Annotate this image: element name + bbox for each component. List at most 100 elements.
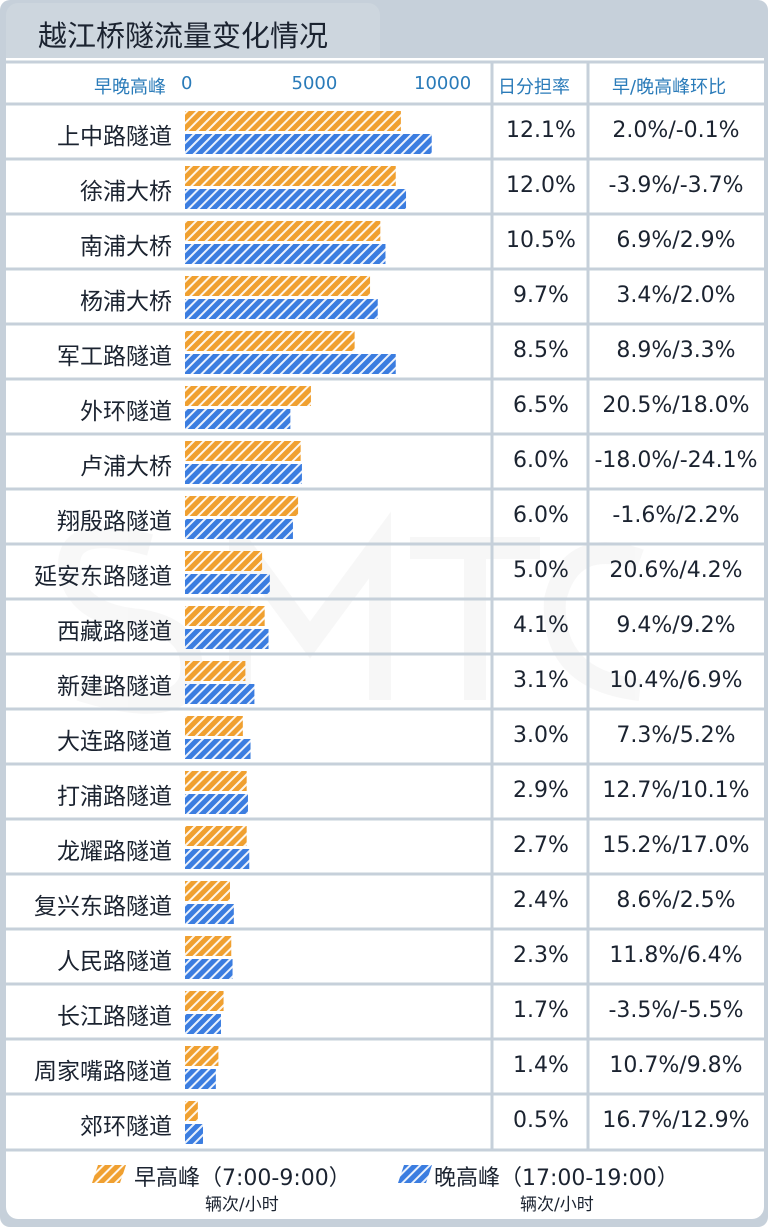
share-value: 5.0% — [513, 558, 569, 583]
legend-swatch-evening — [398, 1165, 432, 1183]
share-value: 3.0% — [513, 723, 569, 748]
axis-label: 早晚高峰 — [94, 77, 166, 98]
share-column-header: 日分担率 — [498, 77, 570, 98]
category-label: 复兴东路隧道 — [34, 894, 172, 920]
category-label: 大连路隧道 — [57, 729, 172, 755]
legend-label-morning: 早高峰（7:00-9:00） — [134, 1166, 351, 1191]
ratio-value: 20.5%/18.0% — [602, 393, 750, 418]
legend-unit-morning: 辆次/小时 — [205, 1195, 279, 1215]
category-label: 新建路隧道 — [57, 674, 172, 700]
share-value: 2.7% — [513, 833, 569, 858]
category-label: 翔殷路隧道 — [57, 509, 172, 535]
bar-morning — [185, 441, 301, 461]
ratio-value: -18.0%/-24.1% — [594, 448, 758, 473]
bar-evening — [185, 574, 270, 594]
share-value: 6.0% — [513, 448, 569, 473]
ratio-value: 15.2%/17.0% — [602, 833, 750, 858]
legend-unit-evening: 辆次/小时 — [520, 1195, 594, 1215]
bar-evening — [185, 409, 291, 429]
bar-evening — [185, 464, 302, 484]
bar-evening — [185, 189, 407, 209]
ratio-value: 2.0%/-0.1% — [612, 118, 740, 143]
share-value: 3.1% — [513, 668, 569, 693]
category-label: 长江路隧道 — [57, 1004, 172, 1030]
category-label: 军工路隧道 — [57, 344, 172, 370]
x-tick-label: 10000 — [414, 73, 472, 94]
share-value: 12.0% — [506, 173, 576, 198]
x-tick-label: 0 — [181, 73, 193, 94]
ratio-value: 20.6%/4.2% — [609, 558, 743, 583]
share-value: 8.5% — [513, 338, 569, 363]
ratio-value: 11.8%/6.4% — [609, 943, 743, 968]
ratio-value: 6.9%/2.9% — [616, 228, 736, 253]
bar-morning — [185, 606, 265, 626]
category-label: 人民路隧道 — [57, 949, 172, 975]
legend-swatch-morning — [92, 1165, 126, 1183]
share-value: 2.4% — [513, 888, 569, 913]
share-value: 4.1% — [513, 613, 569, 638]
category-label: 龙耀路隧道 — [57, 839, 172, 865]
x-tick-label: 5000 — [291, 73, 338, 94]
bar-morning — [185, 826, 247, 846]
bar-morning — [185, 991, 224, 1011]
ratio-column-header: 早/晚高峰环比 — [612, 77, 727, 98]
bar-morning — [185, 551, 263, 571]
ratio-value: 7.3%/5.2% — [616, 723, 736, 748]
category-label: 南浦大桥 — [80, 234, 172, 260]
bar-morning — [185, 1046, 219, 1066]
ratio-value: -3.5%/-5.5% — [608, 998, 744, 1023]
bar-morning — [185, 716, 243, 736]
share-value: 12.1% — [506, 118, 576, 143]
ratio-value: 12.7%/10.1% — [602, 778, 750, 803]
bar-morning — [185, 221, 381, 241]
ratio-value: -1.6%/2.2% — [612, 503, 740, 528]
ratio-value: 10.4%/6.9% — [609, 668, 743, 693]
bar-evening — [185, 849, 250, 869]
category-label: 郊环隧道 — [80, 1114, 172, 1140]
category-label: 上中路隧道 — [57, 124, 172, 150]
bar-evening — [185, 354, 396, 374]
bar-evening — [185, 684, 255, 704]
bar-morning — [185, 331, 355, 351]
category-label: 打浦路隧道 — [57, 784, 172, 810]
chart-title: 越江桥隧流量变化情况 — [38, 19, 329, 53]
bar-evening — [185, 244, 386, 264]
share-value: 1.4% — [513, 1053, 569, 1078]
ratio-value: 3.4%/2.0% — [616, 283, 736, 308]
share-value: 2.3% — [513, 943, 569, 968]
category-label: 徐浦大桥 — [80, 179, 172, 205]
bar-morning — [185, 386, 311, 406]
bar-evening — [185, 959, 233, 979]
legend-label-evening: 晚高峰（17:00-19:00） — [434, 1166, 679, 1191]
share-value: 10.5% — [506, 228, 576, 253]
bar-morning — [185, 1101, 198, 1121]
share-value: 1.7% — [513, 998, 569, 1023]
bar-evening — [185, 1069, 216, 1089]
category-label: 杨浦大桥 — [80, 289, 172, 315]
ratio-value: -3.9%/-3.7% — [608, 173, 744, 198]
category-label: 西藏路隧道 — [57, 619, 172, 645]
bar-morning — [185, 276, 371, 296]
ratio-value: 10.7%/9.8% — [609, 1053, 743, 1078]
share-value: 9.7% — [513, 283, 569, 308]
bar-evening — [185, 739, 251, 759]
bar-evening — [185, 1124, 203, 1144]
ratio-value: 9.4%/9.2% — [616, 613, 736, 638]
bar-morning — [185, 771, 247, 791]
bar-morning — [185, 881, 230, 901]
ratio-value: 8.9%/3.3% — [616, 338, 736, 363]
share-value: 2.9% — [513, 778, 569, 803]
share-value: 6.5% — [513, 393, 569, 418]
bar-morning — [185, 496, 299, 516]
bar-evening — [185, 1014, 221, 1034]
bar-morning — [185, 166, 396, 186]
category-label: 周家嘴路隧道 — [34, 1059, 172, 1085]
bar-morning — [185, 661, 246, 681]
category-label: 卢浦大桥 — [80, 454, 172, 480]
bar-evening — [185, 519, 293, 539]
bar-evening — [185, 299, 378, 319]
bar-morning — [185, 111, 401, 131]
bar-evening — [185, 629, 269, 649]
share-value: 0.5% — [513, 1108, 569, 1133]
